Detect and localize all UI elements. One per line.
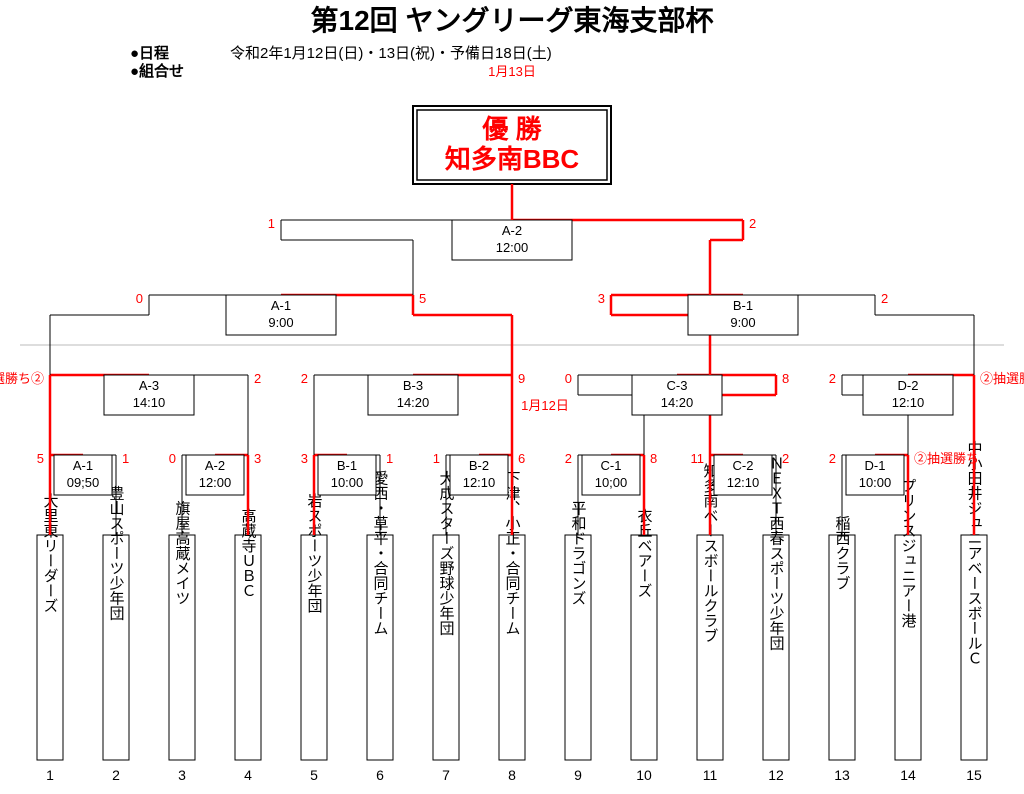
svg-text:1月13日: 1月13日 <box>488 64 536 79</box>
svg-text:優 勝: 優 勝 <box>481 114 542 144</box>
svg-text:09;50: 09;50 <box>67 475 100 490</box>
svg-text:1: 1 <box>46 767 54 783</box>
svg-text:1: 1 <box>386 451 393 466</box>
svg-text:12:10: 12:10 <box>727 475 760 490</box>
svg-text:B-2: B-2 <box>469 458 489 473</box>
svg-text:11: 11 <box>703 767 718 783</box>
svg-text:●日程: ●日程 <box>130 45 169 62</box>
svg-text:8: 8 <box>508 767 516 783</box>
svg-text:D-2: D-2 <box>898 378 919 393</box>
svg-text:14:20: 14:20 <box>661 395 694 410</box>
svg-text:2: 2 <box>301 371 308 386</box>
svg-text:C-2: C-2 <box>733 458 754 473</box>
svg-text:A-2: A-2 <box>502 223 522 238</box>
svg-text:12:10: 12:10 <box>892 395 925 410</box>
svg-text:A-1: A-1 <box>271 298 291 313</box>
svg-text:2: 2 <box>254 371 261 386</box>
svg-text:2: 2 <box>749 216 756 231</box>
svg-text:6: 6 <box>518 451 525 466</box>
svg-text:10:00: 10:00 <box>859 475 892 490</box>
svg-text:0: 0 <box>169 451 176 466</box>
svg-text:1: 1 <box>433 451 440 466</box>
svg-text:10: 10 <box>636 767 652 783</box>
svg-text:12:00: 12:00 <box>199 475 232 490</box>
svg-text:8: 8 <box>650 451 657 466</box>
svg-text:8: 8 <box>782 371 789 386</box>
svg-text:A-3: A-3 <box>139 378 159 393</box>
svg-text:4: 4 <box>244 767 252 783</box>
svg-text:1: 1 <box>122 451 129 466</box>
svg-text:3: 3 <box>598 291 605 306</box>
svg-text:B-1: B-1 <box>733 298 753 313</box>
svg-text:0: 0 <box>136 291 143 306</box>
svg-text:A-1: A-1 <box>73 458 93 473</box>
svg-text:5: 5 <box>37 451 44 466</box>
svg-text:15: 15 <box>966 767 982 783</box>
svg-text:9: 9 <box>518 371 525 386</box>
bracket-svg: 第12回 ヤングリーグ東海支部杯 ●日程●組合せ 令和2年1月12日(日)・13日(… <box>0 0 1024 794</box>
svg-text:2: 2 <box>829 371 836 386</box>
svg-text:2: 2 <box>881 291 888 306</box>
svg-text:13: 13 <box>834 767 850 783</box>
svg-text:A-2: A-2 <box>205 458 225 473</box>
svg-text:知多南BBC: 知多南BBC <box>445 144 580 174</box>
svg-text:令和2年1月12日(日)・13日(祝)・予備日18日(土): 令和2年1月12日(日)・13日(祝)・予備日18日(土) <box>230 45 552 62</box>
svg-text:1: 1 <box>268 216 275 231</box>
svg-text:抽選勝ち②: 抽選勝ち② <box>0 371 44 386</box>
svg-text:3: 3 <box>254 451 261 466</box>
svg-text:9:00: 9:00 <box>730 315 755 330</box>
svg-text:B-1: B-1 <box>337 458 357 473</box>
svg-text:12:10: 12:10 <box>463 475 496 490</box>
svg-text:5: 5 <box>310 767 318 783</box>
svg-text:2: 2 <box>829 451 836 466</box>
svg-text:②抽選勝ち: ②抽選勝ち <box>914 451 979 466</box>
svg-text:C-1: C-1 <box>601 458 622 473</box>
svg-text:2: 2 <box>782 451 789 466</box>
svg-text:3: 3 <box>301 451 308 466</box>
svg-text:9:00: 9:00 <box>268 315 293 330</box>
svg-text:3: 3 <box>178 767 186 783</box>
svg-text:0: 0 <box>565 371 572 386</box>
svg-text:12: 12 <box>768 767 784 783</box>
svg-text:10:00: 10:00 <box>331 475 364 490</box>
svg-text:14: 14 <box>900 767 916 783</box>
svg-text:D-1: D-1 <box>865 458 886 473</box>
svg-text:9: 9 <box>574 767 582 783</box>
svg-text:2: 2 <box>112 767 120 783</box>
svg-text:10;00: 10;00 <box>595 475 628 490</box>
svg-text:12:00: 12:00 <box>496 240 529 255</box>
svg-text:14:10: 14:10 <box>133 395 166 410</box>
svg-text:5: 5 <box>419 291 426 306</box>
svg-text:7: 7 <box>442 767 450 783</box>
svg-text:1月12日: 1月12日 <box>521 398 569 413</box>
svg-text:②抽選勝ち: ②抽選勝ち <box>980 371 1024 386</box>
svg-text:6: 6 <box>376 767 384 783</box>
svg-text:11: 11 <box>691 451 705 466</box>
svg-text:2: 2 <box>565 451 572 466</box>
svg-text:●組合せ: ●組合せ <box>130 62 184 80</box>
svg-text:B-3: B-3 <box>403 378 423 393</box>
svg-text:C-3: C-3 <box>667 378 688 393</box>
svg-text:第12回 ヤングリーグ東海支部杯: 第12回 ヤングリーグ東海支部杯 <box>311 4 714 36</box>
svg-text:14:20: 14:20 <box>397 395 430 410</box>
